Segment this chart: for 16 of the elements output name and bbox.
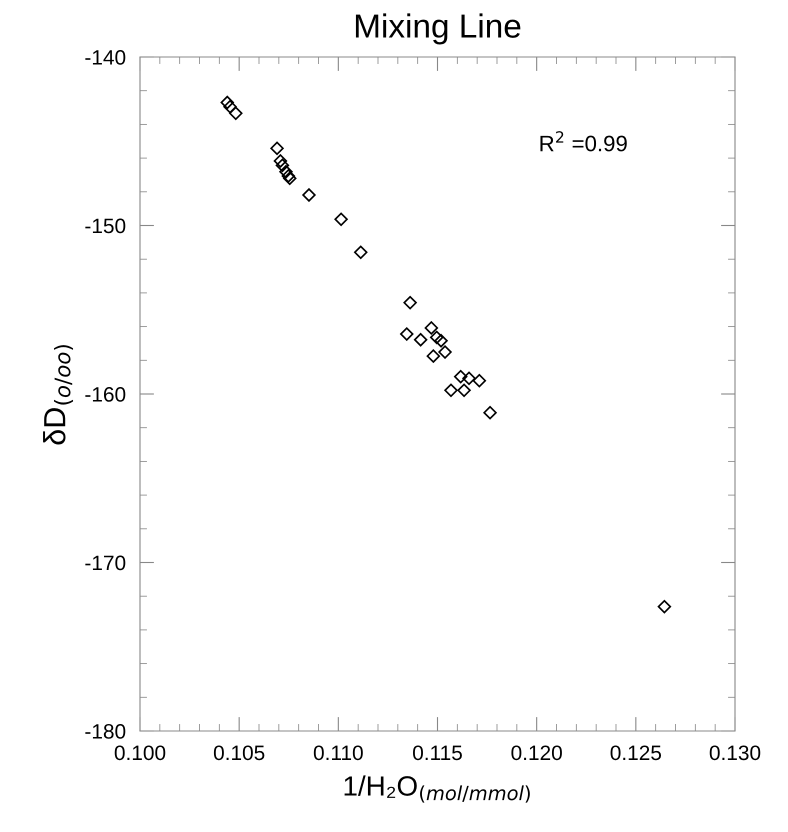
y-tick-label: -140 <box>85 50 126 65</box>
x-tick-label: 0.130 <box>710 745 760 760</box>
x-tick-label: 0.110 <box>314 745 363 760</box>
annotation: R$^{2}$ =0.99 <box>540 131 627 152</box>
x-axis-title: 1/H₂O$_{(mol/mmol)}$ <box>344 775 530 803</box>
x-tick-label: 0.115 <box>413 745 462 760</box>
x-tick-label: 0.100 <box>114 745 166 760</box>
y-tick-label: -160 <box>85 387 126 402</box>
y-tick-label: -170 <box>85 556 126 570</box>
x-tick-label: 0.120 <box>511 745 562 760</box>
y-tick-label: -180 <box>85 724 126 739</box>
y-tick-label: -150 <box>85 218 126 234</box>
x-tick-label: 0.125 <box>610 745 662 760</box>
x-tick-label: 0.105 <box>214 745 264 760</box>
y-axis-title: δD$_{(o/oo)}$ <box>43 345 74 445</box>
chart-title: Mixing Line <box>356 13 520 44</box>
